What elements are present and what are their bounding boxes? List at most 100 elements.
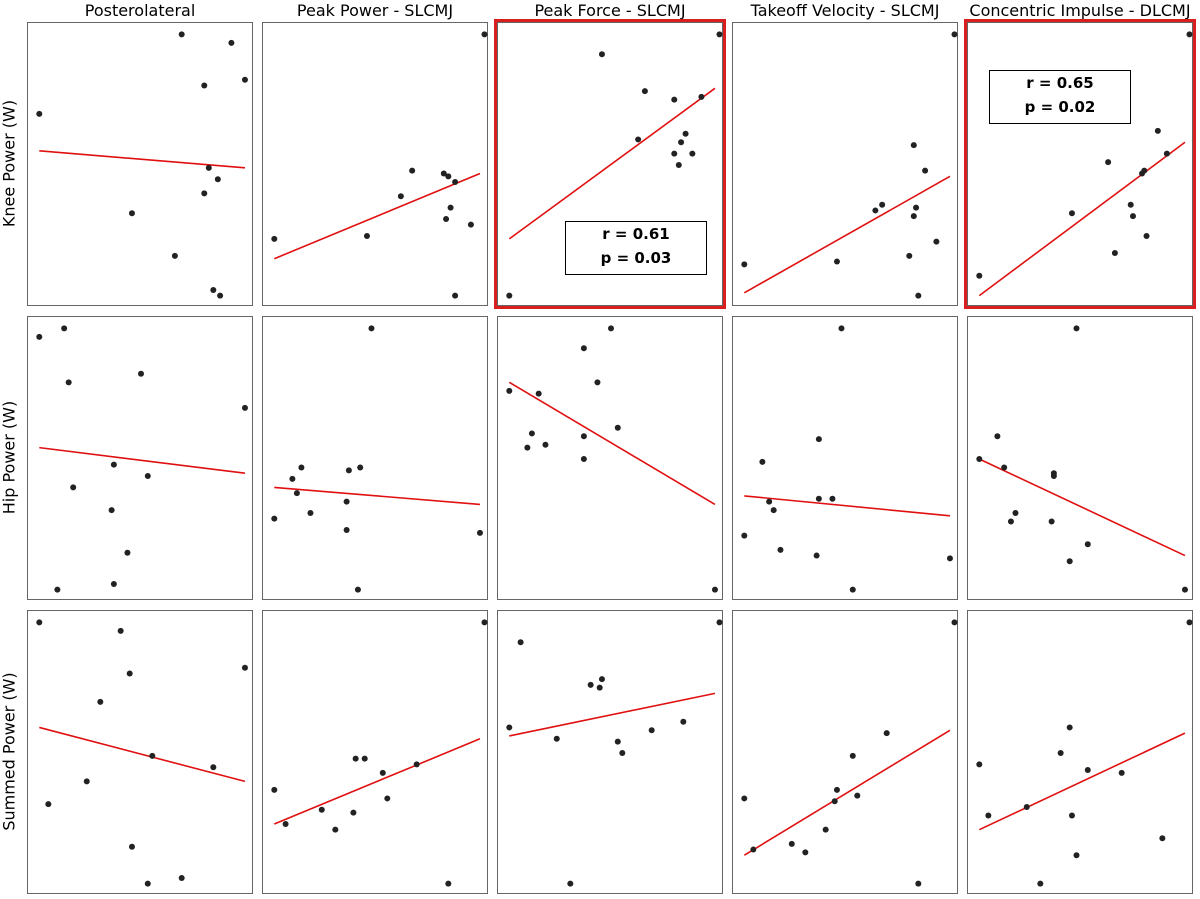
data-point xyxy=(528,430,535,437)
data-point xyxy=(614,738,621,745)
regression-line xyxy=(508,87,716,240)
data-point xyxy=(815,495,822,502)
data-point xyxy=(641,88,648,95)
data-point xyxy=(580,345,587,352)
regression-line xyxy=(978,458,1186,557)
data-point xyxy=(506,724,513,731)
data-point xyxy=(409,167,416,174)
data-point xyxy=(1181,586,1188,593)
scatter-panel xyxy=(732,22,958,306)
data-point xyxy=(1154,127,1161,134)
scatter-panel xyxy=(27,610,253,894)
data-point xyxy=(289,475,296,482)
regression-line xyxy=(39,150,246,169)
scatter-panel: r = 0.61 p = 0.03 xyxy=(494,19,726,309)
data-point xyxy=(350,809,357,816)
scatter-panel xyxy=(262,316,488,600)
data-point xyxy=(854,792,861,799)
data-point xyxy=(1159,835,1166,842)
scatter-plot xyxy=(36,619,248,887)
data-point xyxy=(1084,767,1091,774)
row-label: Knee Power (W) xyxy=(0,99,19,228)
data-point xyxy=(214,176,221,183)
data-point xyxy=(524,444,531,451)
data-point xyxy=(70,484,77,491)
data-point xyxy=(879,201,886,208)
data-point xyxy=(1050,473,1057,480)
regression-line xyxy=(743,729,951,856)
data-point xyxy=(128,843,135,850)
data-point xyxy=(951,619,958,626)
data-point xyxy=(619,750,626,756)
data-point xyxy=(241,404,248,411)
data-point xyxy=(228,39,235,46)
scatter-panel xyxy=(262,22,488,306)
data-point xyxy=(598,51,605,58)
data-point xyxy=(217,292,224,299)
data-point xyxy=(580,456,587,462)
data-point xyxy=(205,164,212,171)
data-point xyxy=(54,586,61,593)
data-point xyxy=(1073,325,1080,332)
data-point xyxy=(976,761,983,768)
data-point xyxy=(1084,541,1091,548)
data-point xyxy=(298,464,305,471)
data-point xyxy=(108,507,115,514)
data-point xyxy=(822,826,829,833)
scatter-plot xyxy=(741,31,958,299)
data-point xyxy=(440,170,447,177)
data-point xyxy=(443,215,450,222)
data-point xyxy=(777,546,784,553)
column-title: Takeoff Velocity - SLCMJ xyxy=(750,1,940,20)
data-point xyxy=(1068,812,1075,819)
data-point xyxy=(833,786,840,793)
data-point xyxy=(413,761,420,768)
regression-line xyxy=(508,381,716,506)
data-point xyxy=(567,880,574,887)
data-point xyxy=(476,529,483,536)
data-point xyxy=(97,698,104,705)
data-point xyxy=(361,755,368,762)
data-point xyxy=(307,509,314,516)
data-point xyxy=(1057,750,1064,756)
data-point xyxy=(282,821,289,827)
data-point xyxy=(467,221,474,228)
regression-line xyxy=(978,141,1186,297)
data-point xyxy=(61,325,68,332)
p-value: p = 0.03 xyxy=(600,249,672,267)
scatter-plot xyxy=(506,619,723,887)
data-point xyxy=(675,162,682,168)
data-point xyxy=(83,778,90,785)
data-point xyxy=(1037,880,1044,887)
scatter-plot xyxy=(506,31,723,299)
data-point xyxy=(741,261,748,268)
data-point xyxy=(994,433,1001,440)
scatter-panel xyxy=(967,610,1193,894)
scatter-plot xyxy=(36,31,248,299)
data-point xyxy=(1105,159,1112,166)
data-point xyxy=(689,150,696,157)
r-value: r = 0.65 xyxy=(1026,74,1094,92)
data-point xyxy=(201,82,208,89)
data-point xyxy=(838,325,845,332)
scatter-panel xyxy=(497,316,723,600)
scatter-plot xyxy=(36,325,248,593)
data-point xyxy=(445,173,452,180)
data-point xyxy=(379,769,386,776)
data-point xyxy=(1066,724,1073,731)
data-point xyxy=(698,93,705,100)
scatter-panel xyxy=(732,610,958,894)
data-point xyxy=(976,272,983,279)
regression-line xyxy=(274,486,481,506)
data-point xyxy=(1127,201,1134,208)
scatter-panel xyxy=(732,316,958,600)
scatter-panel xyxy=(27,22,253,306)
data-point xyxy=(1143,233,1150,239)
data-point xyxy=(1048,518,1055,525)
data-point xyxy=(833,258,840,265)
data-point xyxy=(716,619,723,626)
data-point xyxy=(910,213,917,220)
data-point xyxy=(201,190,208,197)
data-point xyxy=(368,325,375,332)
scatter-plot xyxy=(506,325,718,593)
